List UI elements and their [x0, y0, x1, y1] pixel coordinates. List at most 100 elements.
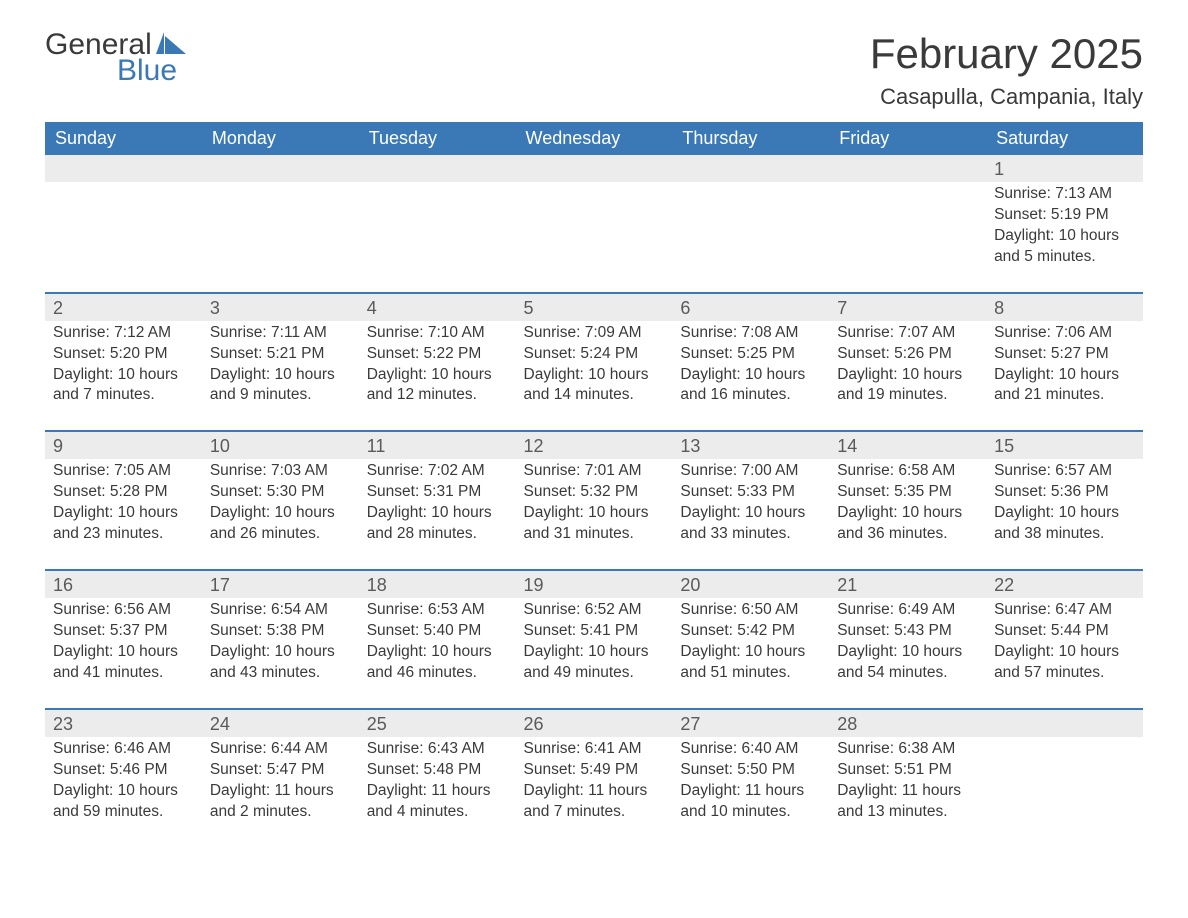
sunset-text: Sunset: 5:31 PM [367, 482, 508, 503]
daylight-text: Daylight: 10 hours and 26 minutes. [210, 503, 351, 545]
day-detail-cell: Sunrise: 7:07 AMSunset: 5:26 PMDaylight:… [829, 321, 986, 432]
day-detail-row: Sunrise: 6:46 AMSunset: 5:46 PMDaylight:… [45, 737, 1143, 847]
sunset-text: Sunset: 5:48 PM [367, 760, 508, 781]
day-number-cell: 15 [986, 431, 1143, 459]
day-number-row: 2345678 [45, 293, 1143, 321]
day-number-cell: 22 [986, 570, 1143, 598]
sunrise-text: Sunrise: 6:52 AM [524, 600, 665, 621]
day-number-cell: 7 [829, 293, 986, 321]
sunrise-text: Sunrise: 7:06 AM [994, 323, 1135, 344]
day-detail-row: Sunrise: 7:12 AMSunset: 5:20 PMDaylight:… [45, 321, 1143, 432]
day-detail-cell [829, 182, 986, 293]
daylight-text: Daylight: 10 hours and 23 minutes. [53, 503, 194, 545]
weekday-header: Friday [829, 122, 986, 155]
day-detail-cell: Sunrise: 7:03 AMSunset: 5:30 PMDaylight:… [202, 459, 359, 570]
day-detail-cell: Sunrise: 6:46 AMSunset: 5:46 PMDaylight:… [45, 737, 202, 847]
day-number-cell [986, 709, 1143, 737]
day-detail-cell: Sunrise: 6:47 AMSunset: 5:44 PMDaylight:… [986, 598, 1143, 709]
day-detail-cell: Sunrise: 7:08 AMSunset: 5:25 PMDaylight:… [672, 321, 829, 432]
daylight-text: Daylight: 10 hours and 33 minutes. [680, 503, 821, 545]
daylight-text: Daylight: 10 hours and 9 minutes. [210, 365, 351, 407]
calendar-table: SundayMondayTuesdayWednesdayThursdayFrid… [45, 122, 1143, 846]
weekday-header: Thursday [672, 122, 829, 155]
day-detail-cell: Sunrise: 7:02 AMSunset: 5:31 PMDaylight:… [359, 459, 516, 570]
sunset-text: Sunset: 5:47 PM [210, 760, 351, 781]
sunset-text: Sunset: 5:50 PM [680, 760, 821, 781]
weekday-header: Monday [202, 122, 359, 155]
sunset-text: Sunset: 5:35 PM [837, 482, 978, 503]
day-number-cell: 17 [202, 570, 359, 598]
sunrise-text: Sunrise: 7:05 AM [53, 461, 194, 482]
daylight-text: Daylight: 11 hours and 10 minutes. [680, 781, 821, 823]
title-block: February 2025 Casapulla, Campania, Italy [870, 30, 1143, 110]
sunrise-text: Sunrise: 6:44 AM [210, 739, 351, 760]
sunrise-text: Sunrise: 6:58 AM [837, 461, 978, 482]
day-detail-cell: Sunrise: 6:57 AMSunset: 5:36 PMDaylight:… [986, 459, 1143, 570]
day-number-cell: 28 [829, 709, 986, 737]
day-number-cell: 10 [202, 431, 359, 459]
sunset-text: Sunset: 5:32 PM [524, 482, 665, 503]
sunrise-text: Sunrise: 7:11 AM [210, 323, 351, 344]
day-detail-row: Sunrise: 6:56 AMSunset: 5:37 PMDaylight:… [45, 598, 1143, 709]
day-detail-cell: Sunrise: 6:56 AMSunset: 5:37 PMDaylight:… [45, 598, 202, 709]
daylight-text: Daylight: 10 hours and 14 minutes. [524, 365, 665, 407]
day-detail-cell: Sunrise: 7:09 AMSunset: 5:24 PMDaylight:… [516, 321, 673, 432]
day-detail-cell: Sunrise: 7:06 AMSunset: 5:27 PMDaylight:… [986, 321, 1143, 432]
sunset-text: Sunset: 5:28 PM [53, 482, 194, 503]
day-number-cell: 16 [45, 570, 202, 598]
daylight-text: Daylight: 10 hours and 59 minutes. [53, 781, 194, 823]
sunrise-text: Sunrise: 6:41 AM [524, 739, 665, 760]
month-title: February 2025 [870, 30, 1143, 78]
day-number-row: 232425262728 [45, 709, 1143, 737]
daylight-text: Daylight: 10 hours and 57 minutes. [994, 642, 1135, 684]
day-detail-cell: Sunrise: 6:44 AMSunset: 5:47 PMDaylight:… [202, 737, 359, 847]
sunrise-text: Sunrise: 6:56 AM [53, 600, 194, 621]
daylight-text: Daylight: 10 hours and 46 minutes. [367, 642, 508, 684]
day-number-cell: 9 [45, 431, 202, 459]
calendar-body: 1Sunrise: 7:13 AMSunset: 5:19 PMDaylight… [45, 155, 1143, 846]
sunset-text: Sunset: 5:36 PM [994, 482, 1135, 503]
day-number-cell [359, 155, 516, 182]
day-detail-cell: Sunrise: 7:00 AMSunset: 5:33 PMDaylight:… [672, 459, 829, 570]
day-detail-cell: Sunrise: 6:41 AMSunset: 5:49 PMDaylight:… [516, 737, 673, 847]
daylight-text: Daylight: 10 hours and 41 minutes. [53, 642, 194, 684]
sunset-text: Sunset: 5:46 PM [53, 760, 194, 781]
sunset-text: Sunset: 5:44 PM [994, 621, 1135, 642]
day-detail-cell [202, 182, 359, 293]
sunset-text: Sunset: 5:21 PM [210, 344, 351, 365]
sunrise-text: Sunrise: 7:01 AM [524, 461, 665, 482]
sunrise-text: Sunrise: 7:09 AM [524, 323, 665, 344]
day-number-cell [672, 155, 829, 182]
sunset-text: Sunset: 5:42 PM [680, 621, 821, 642]
day-number-cell: 12 [516, 431, 673, 459]
day-number-cell: 18 [359, 570, 516, 598]
sunrise-text: Sunrise: 6:47 AM [994, 600, 1135, 621]
daylight-text: Daylight: 10 hours and 16 minutes. [680, 365, 821, 407]
daylight-text: Daylight: 10 hours and 36 minutes. [837, 503, 978, 545]
day-number-cell [45, 155, 202, 182]
day-number-cell: 4 [359, 293, 516, 321]
sunset-text: Sunset: 5:25 PM [680, 344, 821, 365]
day-detail-cell: Sunrise: 7:05 AMSunset: 5:28 PMDaylight:… [45, 459, 202, 570]
day-number-cell: 6 [672, 293, 829, 321]
day-number-cell: 2 [45, 293, 202, 321]
day-detail-cell: Sunrise: 7:13 AMSunset: 5:19 PMDaylight:… [986, 182, 1143, 293]
sunset-text: Sunset: 5:22 PM [367, 344, 508, 365]
daylight-text: Daylight: 10 hours and 43 minutes. [210, 642, 351, 684]
sunset-text: Sunset: 5:43 PM [837, 621, 978, 642]
sunset-text: Sunset: 5:26 PM [837, 344, 978, 365]
day-detail-cell: Sunrise: 6:38 AMSunset: 5:51 PMDaylight:… [829, 737, 986, 847]
day-number-row: 1 [45, 155, 1143, 182]
calendar-head: SundayMondayTuesdayWednesdayThursdayFrid… [45, 122, 1143, 155]
sunset-text: Sunset: 5:51 PM [837, 760, 978, 781]
daylight-text: Daylight: 10 hours and 5 minutes. [994, 226, 1135, 268]
daylight-text: Daylight: 10 hours and 49 minutes. [524, 642, 665, 684]
sunset-text: Sunset: 5:49 PM [524, 760, 665, 781]
header: General Blue February 2025 Casapulla, Ca… [45, 30, 1143, 110]
daylight-text: Daylight: 10 hours and 21 minutes. [994, 365, 1135, 407]
day-number-cell: 13 [672, 431, 829, 459]
day-detail-cell: Sunrise: 6:52 AMSunset: 5:41 PMDaylight:… [516, 598, 673, 709]
day-number-cell: 5 [516, 293, 673, 321]
day-detail-cell: Sunrise: 6:50 AMSunset: 5:42 PMDaylight:… [672, 598, 829, 709]
daylight-text: Daylight: 10 hours and 28 minutes. [367, 503, 508, 545]
